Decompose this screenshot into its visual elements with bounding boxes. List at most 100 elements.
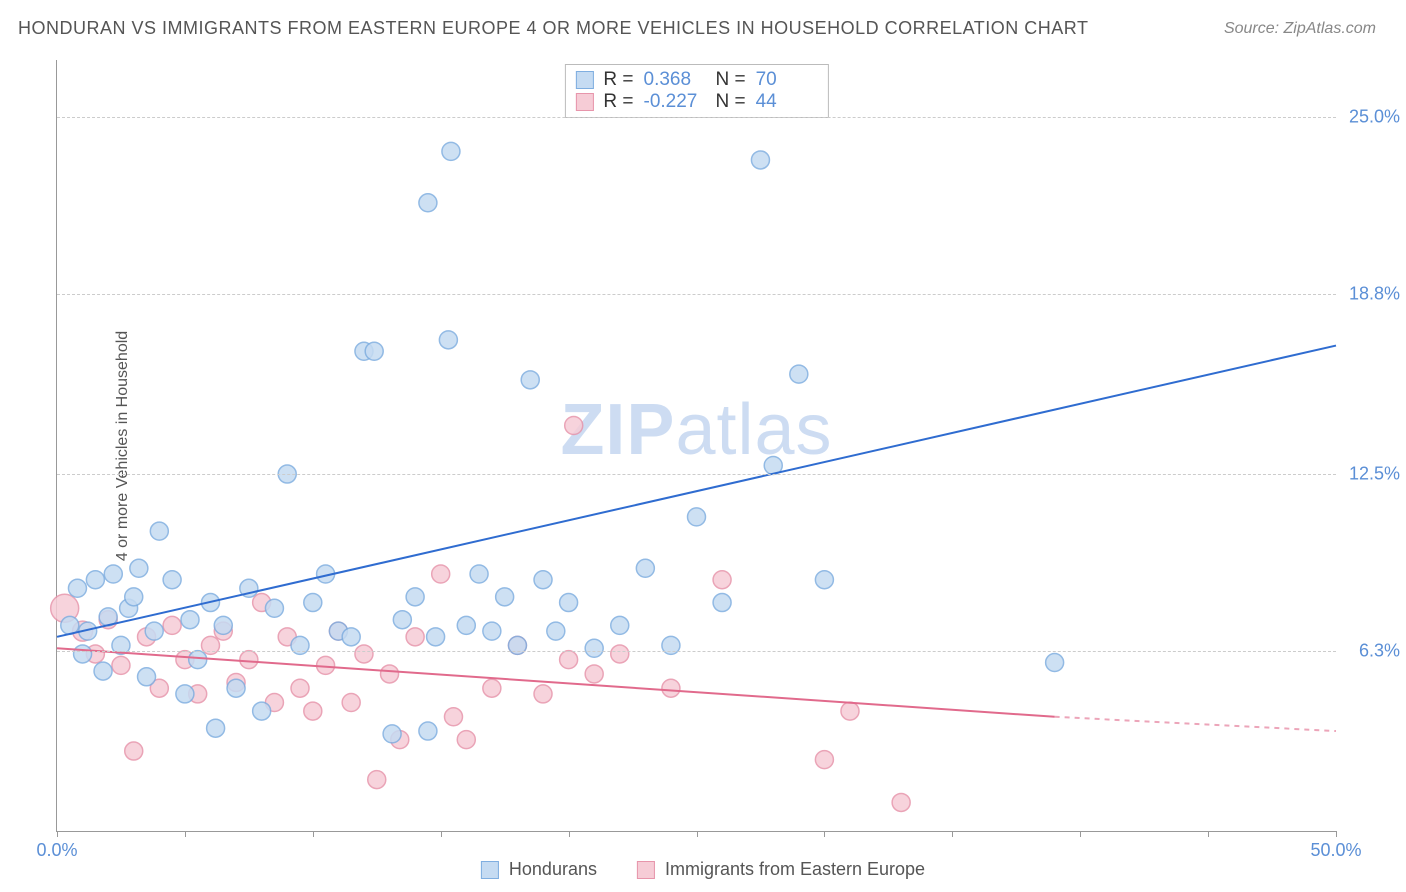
data-point (150, 522, 168, 540)
data-point (815, 751, 833, 769)
data-point (713, 594, 731, 612)
y-tick-label: 12.5% (1349, 464, 1400, 485)
x-tick (569, 831, 570, 837)
data-point (304, 702, 322, 720)
legend-label: Hondurans (509, 859, 597, 880)
data-point (432, 565, 450, 583)
data-point (427, 628, 445, 646)
data-point (419, 194, 437, 212)
data-point (1046, 654, 1064, 672)
data-point (207, 719, 225, 737)
data-point (189, 651, 207, 669)
x-tick-label: 0.0% (36, 840, 77, 861)
title-bar: HONDURAN VS IMMIGRANTS FROM EASTERN EURO… (0, 0, 1406, 47)
data-point (751, 151, 769, 169)
data-point (611, 616, 629, 634)
data-point (130, 559, 148, 577)
data-point (383, 725, 401, 743)
data-point (393, 611, 411, 629)
data-point (74, 645, 92, 663)
data-point (381, 665, 399, 683)
data-point (138, 668, 156, 686)
data-point (406, 628, 424, 646)
bottom-legend: Hondurans Immigrants from Eastern Europe (481, 859, 925, 880)
data-point (365, 342, 383, 360)
data-point (457, 731, 475, 749)
data-point (611, 645, 629, 663)
data-point (368, 771, 386, 789)
trend-line-extrapolated (1055, 717, 1336, 731)
legend-item-0: Hondurans (481, 859, 597, 880)
swatch-icon (637, 861, 655, 879)
data-point (68, 579, 86, 597)
plot-area: ZIPatlas R = 0.368 N = 70 R = -0.227 N =… (56, 60, 1336, 832)
x-tick (185, 831, 186, 837)
data-point (145, 622, 163, 640)
trend-line (57, 346, 1336, 637)
data-point (86, 571, 104, 589)
data-point (406, 588, 424, 606)
data-point (342, 628, 360, 646)
data-point (291, 679, 309, 697)
data-point (790, 365, 808, 383)
data-point (496, 588, 514, 606)
gridline (57, 294, 1336, 295)
data-point (483, 622, 501, 640)
data-point (265, 599, 283, 617)
data-point (565, 417, 583, 435)
data-point (125, 588, 143, 606)
data-point (547, 622, 565, 640)
x-tick (824, 831, 825, 837)
data-point (342, 694, 360, 712)
x-tick (1208, 831, 1209, 837)
data-point (439, 331, 457, 349)
data-point (457, 616, 475, 634)
legend-label: Immigrants from Eastern Europe (665, 859, 925, 880)
data-point (253, 702, 271, 720)
gridline (57, 651, 1336, 652)
data-point (163, 571, 181, 589)
data-point (560, 594, 578, 612)
data-point (240, 651, 258, 669)
data-point (470, 565, 488, 583)
data-point (815, 571, 833, 589)
x-tick (697, 831, 698, 837)
data-point (713, 571, 731, 589)
chart-svg (57, 60, 1336, 831)
data-point (662, 679, 680, 697)
data-point (444, 708, 462, 726)
x-tick (441, 831, 442, 837)
correlation-chart: HONDURAN VS IMMIGRANTS FROM EASTERN EURO… (0, 0, 1406, 892)
data-point (534, 685, 552, 703)
gridline (57, 474, 1336, 475)
swatch-icon (481, 861, 499, 879)
chart-title: HONDURAN VS IMMIGRANTS FROM EASTERN EURO… (18, 18, 1088, 39)
data-point (112, 656, 130, 674)
data-point (214, 616, 232, 634)
data-point (304, 594, 322, 612)
data-point (534, 571, 552, 589)
data-point (442, 142, 460, 160)
data-point (585, 665, 603, 683)
data-point (636, 559, 654, 577)
y-tick-label: 6.3% (1359, 641, 1400, 662)
data-point (483, 679, 501, 697)
trend-line (57, 648, 1055, 717)
data-point (181, 611, 199, 629)
gridline (57, 117, 1336, 118)
data-point (125, 742, 143, 760)
x-tick (313, 831, 314, 837)
data-point (355, 645, 373, 663)
x-tick (57, 831, 58, 837)
source-label: Source: ZipAtlas.com (1224, 20, 1376, 38)
data-point (176, 685, 194, 703)
x-tick (1080, 831, 1081, 837)
data-point (163, 616, 181, 634)
data-point (227, 679, 245, 697)
data-point (585, 639, 603, 657)
y-tick-label: 18.8% (1349, 284, 1400, 305)
data-point (104, 565, 122, 583)
x-tick (1336, 831, 1337, 837)
data-point (560, 651, 578, 669)
data-point (841, 702, 859, 720)
